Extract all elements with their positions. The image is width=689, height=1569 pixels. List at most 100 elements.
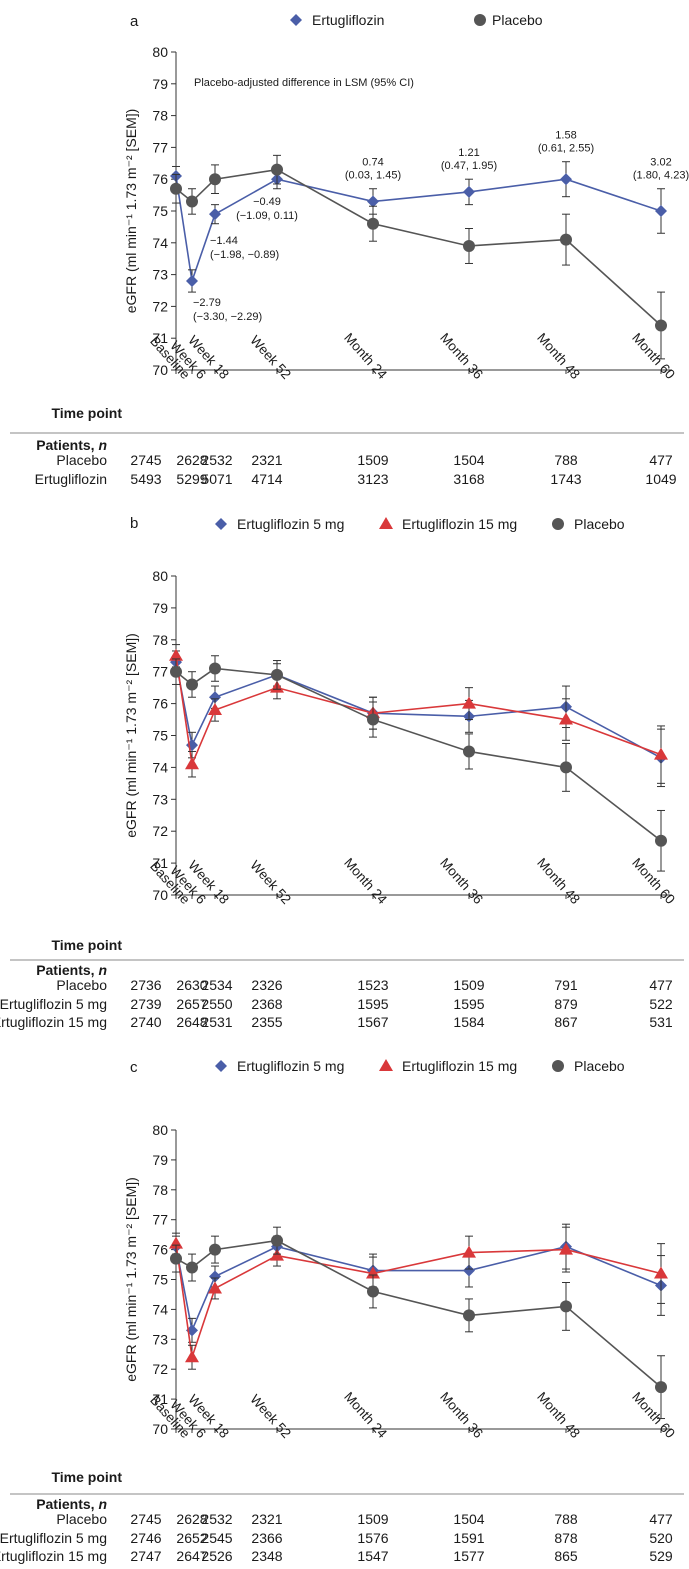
data-point bbox=[654, 1266, 668, 1279]
patients-count: 3123 bbox=[357, 471, 388, 487]
y-tick-label: 75 bbox=[152, 203, 168, 219]
patients-count: 531 bbox=[649, 1014, 673, 1030]
patients-count: 1743 bbox=[550, 471, 581, 487]
patients-count: 2628 bbox=[176, 1511, 207, 1527]
data-point bbox=[366, 1266, 380, 1279]
data-point bbox=[560, 1300, 572, 1313]
legend-label-0: Ertugliflozin 5 mg bbox=[237, 1058, 344, 1074]
patients-count: 1547 bbox=[357, 1548, 388, 1564]
patients-count: 791 bbox=[554, 977, 578, 993]
data-point bbox=[209, 1270, 221, 1283]
chart-panel-a: a Ertugliflozin Placebo 70 71 72 73 74 75 76 77 78 7… bbox=[10, 12, 689, 487]
x-tick-label: Month 48 bbox=[534, 1389, 583, 1441]
data-point bbox=[209, 1243, 221, 1256]
patients-header-text: Patients, bbox=[36, 962, 98, 978]
data-point bbox=[185, 757, 199, 770]
patients-count: 2747 bbox=[130, 1548, 161, 1564]
series-1 bbox=[169, 1226, 668, 1370]
annotation-title: Placebo-adjusted difference in LSM (95% … bbox=[194, 77, 414, 89]
y-axis-label: eGFR (ml min⁻¹ 1.73 m⁻² [SEM]) bbox=[123, 109, 139, 314]
patients-count: 2531 bbox=[201, 1014, 232, 1030]
series-line-2 bbox=[175, 667, 662, 842]
patients-count: 2348 bbox=[251, 1548, 282, 1564]
patients-count: 5493 bbox=[130, 471, 161, 487]
patients-header: Patients, n bbox=[36, 962, 107, 978]
data-point bbox=[186, 1261, 198, 1274]
series-line-1 bbox=[175, 168, 662, 327]
data-point bbox=[463, 1264, 475, 1277]
y-tick-label: 70 bbox=[152, 362, 168, 378]
y-tick-label: 72 bbox=[152, 298, 168, 314]
y-tick-label: 74 bbox=[152, 235, 168, 251]
patients-row-label: Ertugliflozin 15 mg bbox=[0, 1548, 107, 1564]
patients-header-text: Patients, bbox=[36, 437, 98, 453]
patients-count: 2532 bbox=[201, 452, 232, 468]
data-point bbox=[463, 239, 475, 252]
patients-count: 2628 bbox=[176, 452, 207, 468]
data-point bbox=[209, 662, 221, 675]
data-point bbox=[463, 745, 475, 758]
annotation-ci: (1.80, 4.23) bbox=[633, 170, 689, 182]
time-point-label: Time point bbox=[51, 405, 122, 421]
data-point bbox=[186, 274, 198, 287]
x-tick-label: Month 24 bbox=[341, 1389, 390, 1441]
patients-count: 788 bbox=[554, 1511, 578, 1527]
patients-count: 5299 bbox=[176, 471, 207, 487]
legend-marker-2 bbox=[552, 1060, 564, 1072]
data-point bbox=[209, 173, 221, 186]
patients-count: 1584 bbox=[453, 1014, 484, 1030]
patients-count: 520 bbox=[649, 1530, 673, 1546]
data-point bbox=[559, 1242, 573, 1255]
legend-marker-1 bbox=[474, 14, 486, 26]
patients-count: 1504 bbox=[453, 1511, 484, 1527]
data-point bbox=[560, 761, 572, 774]
data-point bbox=[655, 205, 667, 217]
patients-count: 2545 bbox=[201, 1530, 232, 1546]
patients-count: 2746 bbox=[130, 1530, 161, 1546]
x-tick-label: Week 52 bbox=[247, 333, 294, 382]
patients-count: 1509 bbox=[357, 1511, 388, 1527]
patients-count: 477 bbox=[649, 452, 673, 468]
data-point bbox=[655, 319, 667, 332]
annotation-value: 1.21 bbox=[458, 147, 479, 159]
patients-count: 2647 bbox=[176, 1548, 207, 1564]
patients-row-label: Ertugliflozin 5 mg bbox=[0, 996, 107, 1012]
series-0 bbox=[170, 161, 667, 293]
annotation-value: 0.74 bbox=[362, 157, 383, 169]
patients-count: 2550 bbox=[201, 996, 232, 1012]
legend-label-0: Ertugliflozin 5 mg bbox=[237, 516, 344, 532]
data-point bbox=[170, 1252, 182, 1265]
data-point bbox=[463, 1309, 475, 1322]
patients-n: n bbox=[98, 1496, 107, 1512]
data-point bbox=[655, 1381, 667, 1394]
patients-count: 865 bbox=[554, 1548, 578, 1564]
legend-label-2: Placebo bbox=[574, 516, 625, 532]
x-tick-label: Month 36 bbox=[437, 855, 486, 907]
time-point-label: Time point bbox=[51, 1469, 122, 1485]
series-0 bbox=[170, 1223, 667, 1343]
patients-row-label: Placebo bbox=[56, 1511, 107, 1527]
annotation-value: 1.58 bbox=[555, 130, 576, 142]
x-tick-label: Month 48 bbox=[534, 330, 583, 382]
y-tick-label: 78 bbox=[152, 108, 168, 124]
y-tick-label: 72 bbox=[152, 1361, 168, 1377]
series-1 bbox=[170, 154, 667, 360]
y-tick-label: 73 bbox=[152, 791, 168, 807]
patients-header: Patients, n bbox=[36, 437, 107, 453]
annotation-ci: (−1.98, −0.89) bbox=[210, 249, 279, 261]
x-tick-label: Month 48 bbox=[534, 855, 583, 907]
patients-count: 878 bbox=[554, 1530, 578, 1546]
patients-row-label: Ertugliflozin bbox=[35, 471, 107, 487]
y-tick-label: 77 bbox=[152, 1212, 168, 1228]
patients-row-label: Ertugliflozin 5 mg bbox=[0, 1530, 107, 1546]
y-tick-label: 79 bbox=[152, 600, 168, 616]
y-tick-label: 72 bbox=[152, 823, 168, 839]
y-tick-label: 80 bbox=[152, 44, 168, 60]
y-axis-label: eGFR (ml min⁻¹ 1.73 m⁻² [SEM]) bbox=[123, 1177, 139, 1382]
y-tick-label: 71 bbox=[152, 1391, 168, 1407]
series-line-2 bbox=[175, 1239, 662, 1388]
legend-marker-0 bbox=[215, 1060, 227, 1072]
y-tick-label: 79 bbox=[152, 76, 168, 92]
